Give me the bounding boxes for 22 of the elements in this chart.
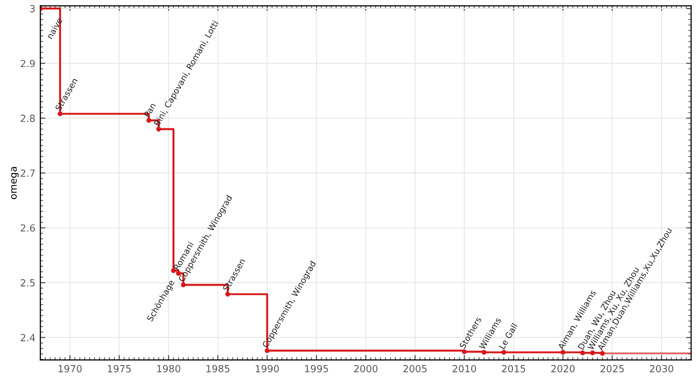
- x-tick-label: 2015: [502, 365, 526, 372]
- x-tick-label: 2025: [600, 365, 624, 372]
- y-tick-label: 3: [30, 4, 35, 12]
- y-tick-label: 2.7: [20, 169, 35, 177]
- x-tick-label: 1995: [305, 365, 328, 372]
- x-tick-label: 2010: [452, 365, 476, 372]
- x-tick-label: 2000: [354, 365, 378, 372]
- x-tick-label: 1980: [157, 365, 180, 372]
- annotation: Pan: [144, 102, 156, 118]
- x-tick-label: 1985: [206, 365, 230, 372]
- x-tick-label: 2005: [403, 365, 427, 372]
- y-tick-label: 2.5: [20, 279, 35, 286]
- y-tick-label: 2.9: [20, 60, 35, 68]
- x-tick-label: 1990: [256, 365, 279, 372]
- x-tick-label: 2020: [551, 365, 575, 372]
- y-tick-label: 2.4: [20, 334, 35, 342]
- y-axis-title: omega: [11, 166, 19, 200]
- x-tick-label: 2030: [650, 365, 674, 372]
- y-tick-label: 2.8: [20, 114, 35, 122]
- x-tick-label: 1970: [58, 365, 82, 372]
- x-tick-label: 1975: [108, 365, 131, 372]
- y-tick-label: 2.6: [20, 224, 35, 232]
